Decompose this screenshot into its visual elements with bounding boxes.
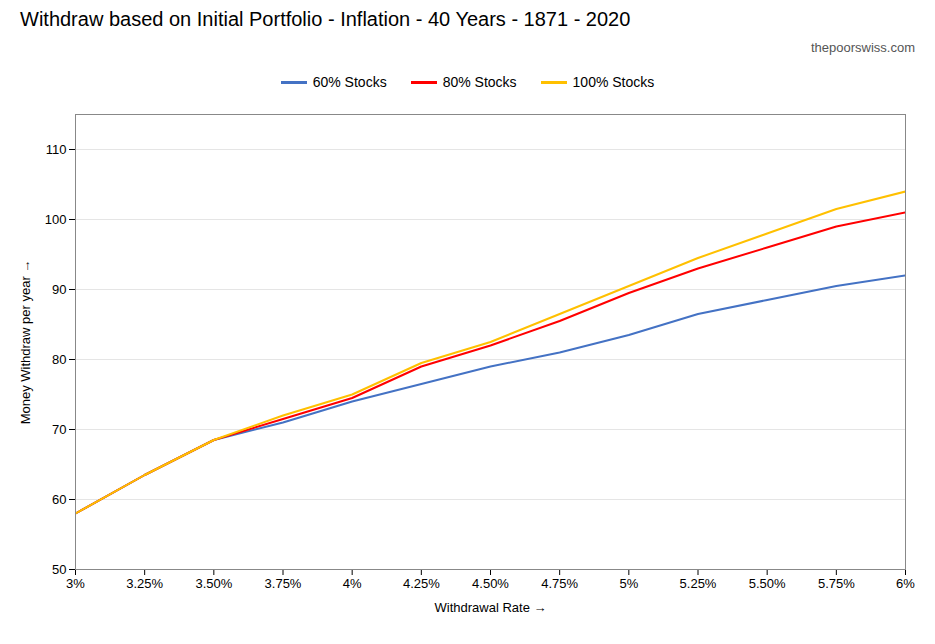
html-text:100% Stocks: 100% Stocks [572, 74, 655, 90]
svg-text:5.50%: 5.50% [749, 576, 786, 591]
svg-text:70: 70 [52, 422, 66, 437]
svg-text:Money Withdraw per year →: Money Withdraw per year → [18, 260, 33, 425]
html-text:80% Stocks: 80% Stocks [442, 74, 517, 90]
svg-text:3.75%: 3.75% [265, 576, 302, 591]
svg-text:Withdrawal Rate →: Withdrawal Rate → [435, 600, 547, 615]
html-text:thepoorswiss.com: thepoorswiss.com [811, 40, 915, 55]
svg-text:90: 90 [52, 282, 66, 297]
svg-text:3%: 3% [66, 576, 85, 591]
svg-text:4.25%: 4.25% [403, 576, 440, 591]
svg-text:80: 80 [52, 352, 66, 367]
html-text:60% Stocks: 60% Stocks [312, 74, 387, 90]
svg-text:100: 100 [45, 212, 67, 227]
svg-text:50: 50 [52, 562, 66, 577]
svg-text:110: 110 [46, 142, 67, 157]
svg-text:5%: 5% [619, 576, 638, 591]
svg-text:60: 60 [52, 492, 66, 507]
html-text:Withdraw based on Initial Port: Withdraw based on Initial Portfolio - In… [20, 8, 631, 30]
svg-text:5.25%: 5.25% [680, 576, 717, 591]
svg-text:4.50%: 4.50% [472, 576, 509, 591]
svg-text:6%: 6% [896, 576, 915, 591]
svg-text:4%: 4% [343, 576, 362, 591]
svg-text:4.75%: 4.75% [541, 576, 578, 591]
svg-text:5.75%: 5.75% [818, 576, 855, 591]
svg-text:3.50%: 3.50% [195, 576, 232, 591]
svg-text:3.25%: 3.25% [126, 576, 163, 591]
